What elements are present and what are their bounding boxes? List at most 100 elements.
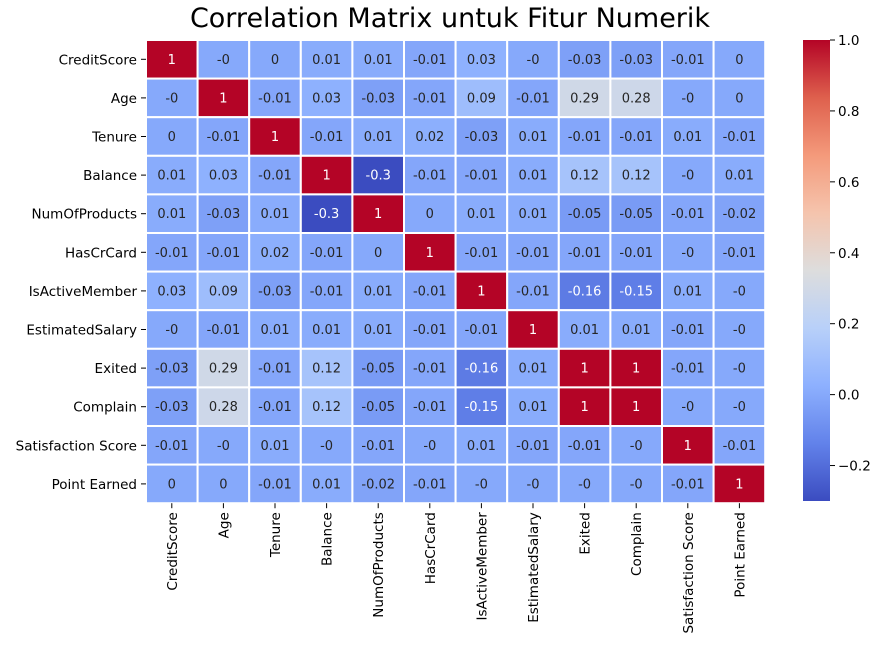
heatmap-cell <box>712 347 767 389</box>
heatmap-cell <box>454 347 509 389</box>
heatmap-cell <box>351 77 405 119</box>
x-tick-label: NumOfProducts <box>371 512 387 617</box>
cell-value-label: -0.01 <box>516 284 550 299</box>
heatmap-cell <box>299 309 354 350</box>
cell-value-label: -0.01 <box>671 53 705 68</box>
cell-value-label: -0.3 <box>314 207 339 222</box>
cell-value-label: 0.03 <box>209 169 238 184</box>
cell-value-label: 0 <box>426 207 434 222</box>
cell-value-label: -0.01 <box>619 130 653 145</box>
cell-value-label: -0 <box>527 53 540 68</box>
cell-value-label: 1 <box>271 130 279 145</box>
colorbar-tick-label: 0.0 <box>838 388 859 404</box>
heatmap-cell <box>661 77 715 119</box>
cell-value-label: -0 <box>681 91 694 106</box>
cell-value-label: -0 <box>165 91 178 106</box>
cell-value-label: 0.01 <box>519 207 548 222</box>
cell-value-label: -0.01 <box>207 246 241 261</box>
cell-value-label: -0.01 <box>413 284 447 299</box>
y-tick-label: Tenure <box>91 130 137 146</box>
cell-value-label: 0.01 <box>467 439 496 454</box>
heatmap-cells: 1 -0 0 0.01 0.01 -0.01 0.03 -0 -0.03 -0.03 -0.01 0 -… <box>145 39 767 505</box>
cell-value-label: 0.01 <box>312 53 341 68</box>
cell-value-label: -0.01 <box>310 130 344 145</box>
cell-value-label: -0.15 <box>465 400 499 415</box>
cell-value-label: 0.12 <box>312 400 341 415</box>
colorbar-tick-label: 1.0 <box>838 33 859 49</box>
cell-value-label: -0 <box>681 400 694 415</box>
heatmap-cell <box>609 463 664 505</box>
cell-value-label: -0 <box>217 53 230 68</box>
heatmap-cell <box>248 193 302 234</box>
cell-value-label: 0 <box>219 477 227 492</box>
heatmap-cell <box>609 154 664 196</box>
heatmap-cell <box>145 270 199 312</box>
heatmap-cell <box>403 425 457 466</box>
heatmap-cell <box>351 270 405 312</box>
cell-value-label: 0.09 <box>209 284 238 299</box>
cell-value-label: -0.01 <box>258 169 292 184</box>
cell-value-label: 1 <box>632 400 640 415</box>
cell-value-label: 0 <box>168 130 176 145</box>
heatmap-cell <box>196 347 251 389</box>
x-tick-label: HasCrCard <box>423 512 439 584</box>
cell-value-label: 0.02 <box>415 130 444 145</box>
x-tick-label: Satisfaction Score <box>681 512 697 633</box>
cell-value-label: 0.01 <box>364 284 393 299</box>
cell-value-label: -0 <box>630 477 643 492</box>
y-tick-label: EstimatedSalary <box>26 323 137 339</box>
chart-title: Correlation Matrix untuk Fitur Numerik <box>189 3 711 34</box>
y-tick-label: Point Earned <box>52 477 137 493</box>
cell-value-label: -0.01 <box>413 477 447 492</box>
cell-value-label: 0.03 <box>157 284 186 299</box>
cell-value-label: -0.05 <box>361 362 395 377</box>
cell-value-label: 0.01 <box>467 207 496 222</box>
heatmap-cell <box>609 39 664 80</box>
cell-value-label: -0.16 <box>465 362 499 377</box>
colorbar-tick-label: 0.6 <box>838 175 859 191</box>
cell-value-label: -0.01 <box>671 362 705 377</box>
cell-value-label: -0.01 <box>568 130 602 145</box>
heatmap-cell <box>506 193 560 234</box>
cell-value-label: -0 <box>733 323 746 338</box>
cell-value-label: -0.01 <box>413 169 447 184</box>
heatmap-cell <box>248 116 302 157</box>
cell-value-label: 1 <box>580 362 588 377</box>
cell-value-label: -0.3 <box>366 169 391 184</box>
heatmap-cell <box>712 232 767 273</box>
heatmap-cell <box>351 116 405 157</box>
cell-value-label: -0.01 <box>465 246 499 261</box>
heatmap-cell <box>454 116 509 157</box>
cell-value-label: -0 <box>320 439 333 454</box>
cell-value-label: -0.01 <box>465 323 499 338</box>
heatmap-cell <box>557 232 612 273</box>
cell-value-label: -0.01 <box>258 91 292 106</box>
cell-value-label: -0 <box>681 169 694 184</box>
heatmap-cell <box>196 193 251 234</box>
cell-value-label: -0.03 <box>258 284 292 299</box>
cell-value-label: -0 <box>733 400 746 415</box>
y-tick-label: Satisfaction Score <box>16 438 137 454</box>
cell-value-label: -0.03 <box>361 91 395 106</box>
cell-value-label: -0.01 <box>413 323 447 338</box>
heatmap-cell <box>557 270 612 312</box>
heatmap-cell <box>712 309 767 350</box>
cell-value-label: -0 <box>733 362 746 377</box>
y-tick-label: Balance <box>83 168 137 184</box>
heatmap-cell <box>351 309 405 350</box>
cell-value-label: 1 <box>426 246 434 261</box>
colorbar-tick-label: 0.4 <box>838 246 859 262</box>
cell-value-label: -0 <box>475 477 488 492</box>
colorbar-tick-label: 0.8 <box>838 104 859 120</box>
cell-value-label: -0 <box>733 284 746 299</box>
cell-value-label: -0 <box>165 323 178 338</box>
x-tick-label: IsActiveMember <box>474 512 490 621</box>
cell-value-label: -0.01 <box>723 130 757 145</box>
cell-value-label: 1 <box>168 53 176 68</box>
heatmap-cell <box>196 386 251 427</box>
heatmap-cell <box>248 309 302 350</box>
cell-value-label: -0.01 <box>413 53 447 68</box>
cell-value-label: -0.03 <box>619 53 653 68</box>
